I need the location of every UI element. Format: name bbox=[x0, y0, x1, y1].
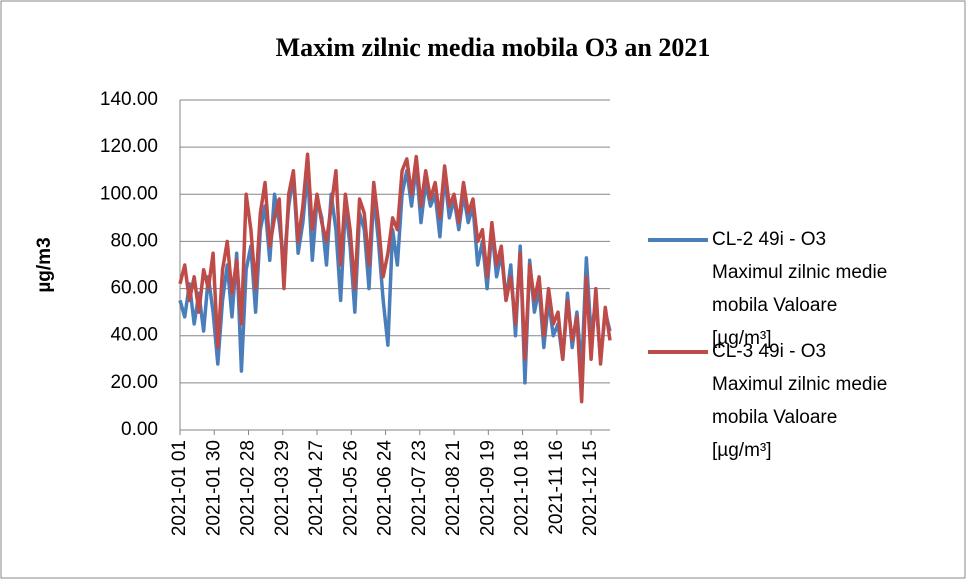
x-tick-label: 2021-03 29 bbox=[272, 440, 293, 536]
y-tick-label: 20.00 bbox=[110, 372, 158, 393]
x-tick-label: 2021-06 24 bbox=[375, 440, 396, 537]
x-tick-label: 2021-08 21 bbox=[443, 440, 464, 536]
x-tick-label: 2021-04 27 bbox=[306, 440, 327, 536]
y-tick-label: 120.00 bbox=[100, 136, 158, 157]
legend-label: CL-2 49i - O3 Maximul zilnic medie mobila … bbox=[712, 229, 887, 349]
y-tick-label: 80.00 bbox=[110, 230, 158, 251]
y-tick-label: 40.00 bbox=[110, 325, 158, 346]
x-tick-label: 2021-02 28 bbox=[238, 440, 259, 536]
y-tick-label: 0.00 bbox=[121, 419, 158, 440]
y-tick-label: 60.00 bbox=[110, 278, 158, 299]
x-tick-label: 2021-07 23 bbox=[409, 440, 430, 536]
x-tick-label: 2021-12 15 bbox=[580, 440, 601, 536]
data-line bbox=[178, 152, 612, 404]
y-axis-label: µg/m3 bbox=[34, 237, 55, 292]
x-tick-label: 2021-11 16 bbox=[546, 440, 567, 535]
x-tick-label: 2021-10 18 bbox=[512, 440, 533, 536]
x-tick-label: 2021-05 26 bbox=[340, 440, 361, 536]
x-tick-label: 2021-01 01 bbox=[169, 440, 190, 536]
chart-title: Maxim zilnic media mobila O3 an 2021 bbox=[276, 33, 711, 62]
x-tick-label: 2021-01 30 bbox=[203, 440, 224, 536]
y-tick-label: 140.00 bbox=[100, 89, 158, 110]
legend-label: CL-3 49i - O3 Maximul zilnic medie mobila … bbox=[712, 341, 887, 461]
y-tick-label: 100.00 bbox=[100, 183, 158, 204]
x-tick-label: 2021-09 19 bbox=[477, 440, 498, 536]
